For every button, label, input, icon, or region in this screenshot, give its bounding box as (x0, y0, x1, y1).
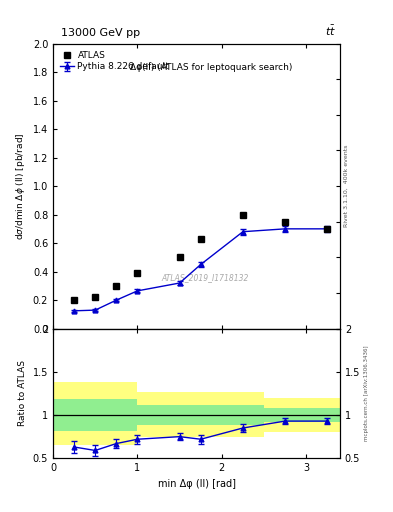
Y-axis label: Rivet 3.1.10,  400k events: Rivet 3.1.10, 400k events (344, 145, 349, 227)
ATLAS (198, 236, 203, 242)
Legend: ATLAS, Pythia 8.226 default: ATLAS, Pythia 8.226 default (57, 48, 172, 74)
Bar (222, 392, 264, 437)
Bar (95, 399, 138, 431)
Bar (264, 408, 306, 422)
Text: 13000 GeV pp: 13000 GeV pp (61, 28, 140, 38)
Bar (180, 404, 222, 425)
Bar (264, 398, 306, 432)
Bar (95, 382, 138, 445)
Bar (180, 392, 222, 437)
Bar (53, 399, 95, 431)
Y-axis label: Ratio to ATLAS: Ratio to ATLAS (18, 360, 27, 426)
ATLAS (72, 297, 77, 303)
Bar (53, 382, 95, 445)
Bar (222, 404, 264, 425)
Y-axis label: mcplots.cern.ch [arXiv:1306.3436]: mcplots.cern.ch [arXiv:1306.3436] (364, 346, 369, 441)
Y-axis label: d$\sigma$/dmin $\Delta\phi$ (ll) [pb/rad]: d$\sigma$/dmin $\Delta\phi$ (ll) [pb/rad… (14, 132, 27, 240)
Bar (306, 398, 340, 432)
ATLAS (93, 294, 97, 301)
Text: Δφ(ll) (ATLAS for leptoquark search): Δφ(ll) (ATLAS for leptoquark search) (130, 63, 292, 73)
ATLAS (283, 219, 287, 225)
Bar (138, 404, 180, 425)
Text: $t\bar{t}$: $t\bar{t}$ (325, 24, 336, 38)
ATLAS (241, 211, 245, 218)
ATLAS (177, 254, 182, 261)
Bar (138, 392, 180, 437)
X-axis label: min Δφ (ll) [rad]: min Δφ (ll) [rad] (158, 479, 235, 488)
Line: ATLAS: ATLAS (71, 211, 331, 303)
Bar (306, 408, 340, 422)
ATLAS (325, 226, 330, 232)
ATLAS (135, 270, 140, 276)
ATLAS (114, 283, 119, 289)
Text: ATLAS_2019_I1718132: ATLAS_2019_I1718132 (162, 273, 249, 282)
